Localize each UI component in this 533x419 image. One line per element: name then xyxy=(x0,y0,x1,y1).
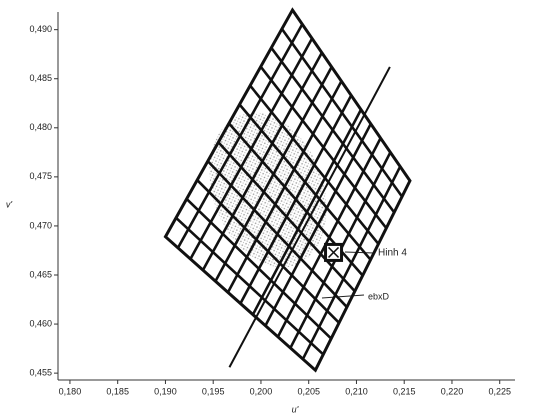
mesh-line xyxy=(175,216,325,356)
y-tick-label: 0,460 xyxy=(29,318,52,328)
y-axis-label: v' xyxy=(6,199,13,209)
x-tick-label: 0,190 xyxy=(154,386,177,396)
annotation-arrow xyxy=(344,251,375,254)
y-tick-label: 0,455 xyxy=(29,368,52,378)
x-tick-label: 0,220 xyxy=(441,386,464,396)
y-tick-label: 0,470 xyxy=(29,220,52,230)
y-tick-label: 0,475 xyxy=(29,171,52,181)
annotation-arrow xyxy=(321,294,365,299)
x-tick-label: 0,205 xyxy=(297,386,320,396)
x-tick-label: 0,200 xyxy=(250,386,273,396)
x-tick-label: 0,185 xyxy=(106,386,129,396)
x-tick-label: 0,195 xyxy=(202,386,225,396)
y-tick-label: 0,485 xyxy=(29,73,52,83)
line xyxy=(228,66,391,368)
annotation: ebxD xyxy=(368,291,390,301)
mesh-outline xyxy=(163,7,412,373)
x-tick-label: 0,180 xyxy=(59,386,82,396)
annotation: Hinh 4 xyxy=(378,248,407,259)
y-tick-label: 0,480 xyxy=(29,122,52,132)
x-axis-label: u' xyxy=(292,404,299,414)
x-tick-label: 0,210 xyxy=(345,386,368,396)
y-tick-label: 0,465 xyxy=(29,269,52,279)
mesh-line xyxy=(185,198,333,340)
x-tick-label: 0,215 xyxy=(393,386,416,396)
y-tick-label: 0,490 xyxy=(29,24,52,34)
marker-cross xyxy=(328,246,340,258)
x-tick-label: 0,225 xyxy=(488,386,511,396)
mesh-line xyxy=(301,165,402,360)
